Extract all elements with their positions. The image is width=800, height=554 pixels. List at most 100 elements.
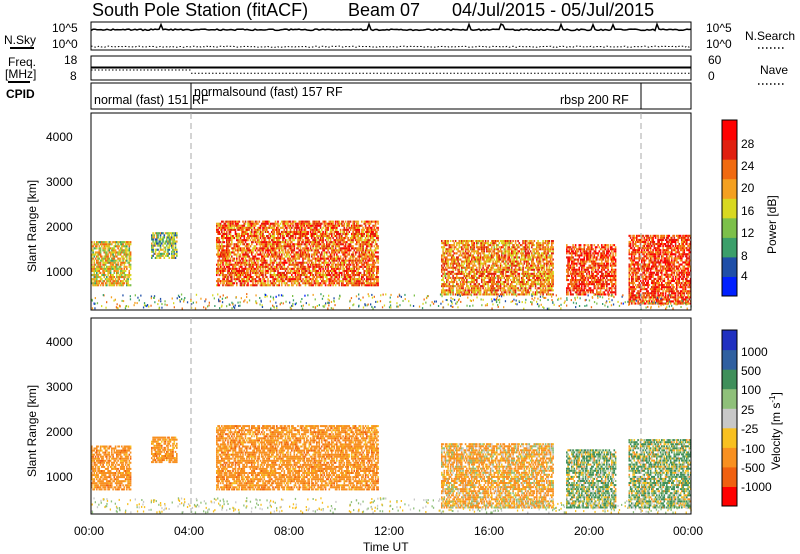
- power-cells-cell-4343: [482, 266, 484, 269]
- power-cells-cell-436: [123, 253, 126, 256]
- power-cells-cell-532: [152, 236, 154, 239]
- power-cells-cell-2153: [294, 263, 297, 266]
- power-cells-cell-148: [102, 267, 104, 270]
- power-cells-cell-765: [218, 222, 221, 225]
- power-cells-cell-1951: [283, 271, 286, 274]
- power-cells-cell-175: [104, 282, 107, 285]
- power-cells-cell-611: [164, 246, 167, 249]
- power-cells-cell-951: [228, 245, 231, 248]
- power-cells-cell-541: [154, 252, 157, 255]
- power-cells-cell-2204: [297, 247, 299, 250]
- power-cells-cell-671: [173, 256, 176, 259]
- power-cells-cell-438: [123, 249, 126, 252]
- power-cells-cell-265: [111, 276, 113, 279]
- power-cells-cell-2613: [318, 235, 321, 238]
- power-cells-cell-2493: [312, 220, 314, 223]
- power-cells-cell-963: [229, 284, 232, 287]
- power-cells-cell-3161: [348, 222, 351, 225]
- power-cells-cell-991: [231, 280, 233, 283]
- power-cells-cell-4695: [504, 262, 507, 265]
- power-cells-cell-2268: [301, 271, 303, 274]
- power-cells-cell-2682: [322, 230, 324, 233]
- power-cells-cell-3701: [377, 239, 379, 242]
- power-cells-cell-1935: [282, 249, 284, 252]
- power-cells-cell-1211: [242, 226, 244, 229]
- power-cells-cell-980: [229, 237, 232, 240]
- power-cells-cell-104: [98, 265, 101, 268]
- power-cells-cell-3984: [459, 289, 462, 292]
- power-cells-cell-2045: [288, 247, 291, 250]
- power-cells-cell-2550: [316, 276, 318, 279]
- power-cells-cell-3017: [341, 237, 343, 240]
- power-cells-cell-561: [157, 244, 159, 247]
- power-cells-cell-853: [223, 232, 226, 235]
- power-cells-cell-20: [92, 278, 94, 281]
- power-cells-cell-452: [124, 247, 127, 250]
- power-cells-cell-2374: [306, 247, 308, 250]
- power-cells-cell-2184: [296, 230, 298, 233]
- power-cells-cell-2944: [337, 263, 339, 266]
- power-cells-cell-531: [152, 238, 154, 241]
- power-cells-cell-3176: [349, 243, 352, 246]
- power-cells-cell-479: [127, 261, 129, 264]
- power-cells-cell-930: [227, 235, 229, 238]
- power-cells-cell-492: [128, 259, 131, 262]
- power-cells-cell-1040: [233, 257, 236, 260]
- power-cells-cell-4702: [504, 248, 507, 251]
- power-cells-cell-2158: [294, 253, 297, 256]
- power-cells-cell-333: [116, 274, 118, 277]
- power-cells-cell-1443: [254, 230, 257, 233]
- power-cells-cell-3240: [353, 267, 356, 270]
- power-cells-cell-3410: [362, 247, 364, 250]
- power-cells-cell-4103: [467, 285, 469, 288]
- power-cells-cell-1860: [278, 280, 281, 283]
- power-cells-cell-2175: [296, 267, 298, 270]
- power-cells-cell-1732: [271, 235, 273, 238]
- power-cells-cell-2344: [304, 261, 307, 264]
- power-cells-cell-269: [111, 263, 113, 266]
- power-cells-cell-2675: [322, 245, 324, 248]
- power-cells-cell-3058: [343, 249, 346, 252]
- power-cells-cell-1620: [264, 249, 267, 252]
- power-cells-cell-1521: [259, 247, 262, 250]
- power-cells-cell-1870: [278, 251, 281, 254]
- power-cells-cell-1760: [272, 224, 274, 227]
- power-cells-cell-1350: [249, 226, 252, 229]
- power-cells-cell-134: [101, 267, 103, 270]
- power-cells-cell-1612: [264, 269, 267, 272]
- power-cells-cell-1709: [269, 241, 272, 244]
- power-cells-cell-2463: [311, 243, 313, 246]
- power-cells-cell-1360: [251, 265, 253, 268]
- power-cells-cell-1423: [254, 282, 257, 285]
- power-cells-cell-1356: [251, 278, 253, 281]
- power-cells-cell-1917: [281, 249, 283, 252]
- power-cells-cell-1914: [281, 257, 283, 260]
- power-cells-cell-1024: [232, 237, 234, 240]
- power-cells-cell-554: [156, 238, 158, 241]
- power-cells-cell-1077: [236, 271, 238, 274]
- power-cells-cell-879: [224, 222, 227, 225]
- power-cells-cell-2524: [314, 269, 317, 272]
- power-cells-cell-1985: [284, 241, 287, 244]
- power-cells-cell-2079: [289, 222, 292, 225]
- power-cells-cell-256: [109, 255, 112, 258]
- power-cells-cell-391: [119, 243, 122, 246]
- power-cells-cell-3753: [443, 270, 446, 273]
- power-cells-cell-2381: [306, 232, 308, 235]
- power-cells-cell-4608: [498, 242, 501, 245]
- power-cells-cell-2673: [322, 249, 324, 252]
- power-cells-cell-4698: [504, 256, 507, 259]
- power-cells-cell-1306: [247, 228, 249, 231]
- power-cells-cell-4250: [476, 266, 478, 269]
- power-cells-cell-1392: [252, 251, 254, 254]
- power-cells-cell-349: [117, 269, 119, 272]
- power-cells-cell-2839: [331, 226, 333, 229]
- power-cells-cell-3841: [449, 293, 452, 296]
- power-cells-cell-2681: [322, 232, 324, 235]
- power-cells-cell-283: [112, 274, 114, 277]
- power-cells-cell-2289: [302, 282, 304, 285]
- power-cells-cell-2881: [333, 243, 336, 246]
- power-cells-cell-848: [223, 249, 226, 252]
- power-cells-cell-2084: [291, 278, 293, 281]
- power-cells-cell-270: [111, 261, 113, 264]
